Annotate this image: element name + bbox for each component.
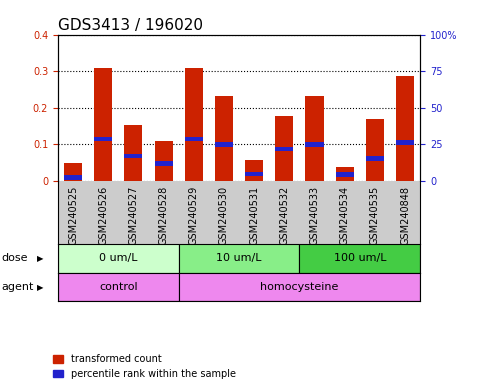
- Bar: [215, 96, 233, 181]
- Bar: [215, 142, 233, 147]
- Text: GSM240529: GSM240529: [189, 186, 199, 245]
- Legend: transformed count, percentile rank within the sample: transformed count, percentile rank withi…: [53, 354, 236, 379]
- Bar: [64, 164, 82, 181]
- Text: GSM240526: GSM240526: [98, 186, 108, 245]
- Bar: [58, 273, 179, 301]
- Text: GSM240528: GSM240528: [158, 186, 169, 245]
- Text: 0 um/L: 0 um/L: [99, 253, 138, 263]
- Text: homocysteine: homocysteine: [260, 282, 339, 292]
- Bar: [125, 154, 142, 158]
- Bar: [275, 147, 294, 151]
- Bar: [179, 273, 420, 301]
- Text: GSM240527: GSM240527: [128, 186, 139, 245]
- Text: GDS3413 / 196020: GDS3413 / 196020: [58, 18, 203, 33]
- Text: GSM240532: GSM240532: [279, 186, 289, 245]
- Bar: [155, 161, 173, 166]
- Bar: [299, 244, 420, 273]
- Text: GSM240535: GSM240535: [370, 186, 380, 245]
- Text: GSM240530: GSM240530: [219, 186, 229, 245]
- Bar: [58, 244, 179, 273]
- Bar: [125, 126, 142, 181]
- Bar: [336, 172, 354, 177]
- Bar: [185, 137, 203, 141]
- Text: GSM240534: GSM240534: [340, 186, 350, 245]
- Bar: [366, 119, 384, 181]
- Bar: [155, 141, 173, 181]
- Bar: [275, 116, 294, 181]
- Bar: [94, 68, 112, 181]
- Bar: [396, 76, 414, 181]
- Text: GSM240848: GSM240848: [400, 186, 410, 245]
- Bar: [245, 160, 263, 181]
- Bar: [396, 141, 414, 145]
- Text: ▶: ▶: [37, 254, 43, 263]
- Text: dose: dose: [1, 253, 28, 263]
- Text: 10 um/L: 10 um/L: [216, 253, 262, 263]
- Text: GSM240531: GSM240531: [249, 186, 259, 245]
- Text: GSM240525: GSM240525: [68, 186, 78, 245]
- Text: agent: agent: [1, 282, 33, 292]
- Text: control: control: [99, 282, 138, 292]
- Bar: [306, 142, 324, 147]
- Bar: [185, 68, 203, 181]
- Bar: [94, 137, 113, 141]
- Text: 100 um/L: 100 um/L: [334, 253, 386, 263]
- Bar: [64, 175, 82, 180]
- Bar: [336, 167, 354, 181]
- Text: ▶: ▶: [37, 283, 43, 291]
- Bar: [179, 244, 299, 273]
- Bar: [366, 156, 384, 161]
- Bar: [245, 172, 263, 176]
- Bar: [306, 96, 324, 181]
- Text: GSM240533: GSM240533: [310, 186, 320, 245]
